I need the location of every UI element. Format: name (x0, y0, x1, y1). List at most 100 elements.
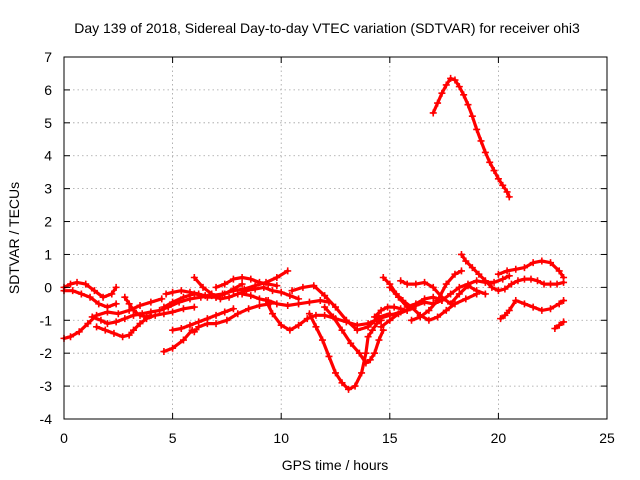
data-point (497, 315, 505, 323)
data-point (136, 311, 144, 319)
data-point (112, 300, 120, 308)
data-point (507, 280, 515, 288)
data-point (473, 125, 481, 133)
data-point (540, 280, 548, 288)
data-point (371, 313, 379, 321)
data-point (442, 280, 450, 288)
data-point (397, 277, 405, 285)
data-point (136, 301, 144, 309)
data-point (108, 290, 116, 298)
data-point (358, 369, 366, 377)
data-point (375, 336, 383, 344)
data-point (438, 89, 446, 97)
data-point (299, 283, 307, 291)
data-point (101, 326, 109, 334)
data-point (503, 188, 511, 196)
data-point (216, 295, 224, 303)
series-track-2 (60, 287, 120, 311)
data-point (342, 316, 350, 324)
data-point (130, 326, 138, 334)
data-point (499, 181, 507, 189)
data-point (386, 310, 394, 318)
x-tick-label: 25 (599, 430, 615, 446)
data-point (121, 293, 129, 301)
data-point (351, 382, 359, 390)
data-point (284, 301, 292, 309)
data-point (368, 326, 376, 334)
data-point (310, 282, 318, 290)
data-point (377, 316, 385, 324)
data-point (190, 328, 198, 336)
data-point (156, 306, 164, 314)
data-point (247, 275, 255, 283)
series-track-26 (497, 297, 568, 323)
data-point (286, 292, 294, 300)
data-point (86, 293, 94, 301)
data-point (125, 300, 133, 308)
series-track-6 (121, 293, 155, 321)
data-point (477, 137, 485, 145)
series-track-11 (190, 273, 303, 303)
data-point (394, 293, 402, 301)
y-tick-label: 0 (44, 279, 52, 295)
data-point (425, 306, 433, 314)
chart-title: Day 139 of 2018, Sidereal Day-to-day VTE… (74, 20, 580, 36)
data-point (555, 300, 563, 308)
data-point (169, 308, 177, 316)
data-point (377, 323, 385, 331)
data-point (103, 320, 111, 328)
data-point (429, 109, 437, 117)
data-point (238, 290, 246, 298)
data-point (434, 313, 442, 321)
data-point (255, 278, 263, 286)
data-point (75, 328, 83, 336)
data-point (318, 336, 326, 344)
data-point (179, 293, 187, 301)
data-point (273, 273, 281, 281)
data-point (416, 313, 424, 321)
data-point (321, 311, 329, 319)
x-tick-label: 20 (491, 430, 507, 446)
data-point (553, 280, 561, 288)
data-point (247, 292, 255, 300)
data-point (190, 303, 198, 311)
data-point (373, 320, 381, 328)
data-point (512, 297, 520, 305)
data-point (286, 326, 294, 334)
data-point (486, 158, 494, 166)
data-point (555, 267, 563, 275)
data-point (262, 297, 270, 305)
y-tick-label: 7 (44, 49, 52, 65)
data-point (447, 300, 455, 308)
data-point (475, 270, 483, 278)
data-point (84, 320, 92, 328)
data-point (177, 287, 185, 295)
data-point (377, 306, 385, 314)
series-track-16 (305, 310, 385, 393)
data-point (95, 300, 103, 308)
data-point (353, 326, 361, 334)
data-point (533, 277, 541, 285)
data-point (321, 292, 329, 300)
data-point (190, 273, 198, 281)
data-point (490, 167, 498, 175)
data-point (494, 175, 502, 183)
data-point (451, 270, 459, 278)
grid-lines (64, 57, 607, 419)
series-track-4 (88, 267, 292, 328)
data-point (403, 303, 411, 311)
data-point (457, 250, 465, 258)
data-point (179, 305, 187, 313)
data-point (112, 318, 120, 326)
data-point (93, 323, 101, 331)
data-point (305, 298, 313, 306)
data-point (221, 290, 229, 298)
data-point (386, 316, 394, 324)
tick-labels: 0 5 10 15 20 25 -4 -3 -2 -1 0 1 2 3 4 5 6 7 (40, 49, 615, 446)
data-point (295, 321, 303, 329)
y-tick-label: -3 (40, 378, 53, 394)
data-point (338, 379, 346, 387)
data-point (277, 288, 285, 296)
data-point (255, 301, 263, 309)
